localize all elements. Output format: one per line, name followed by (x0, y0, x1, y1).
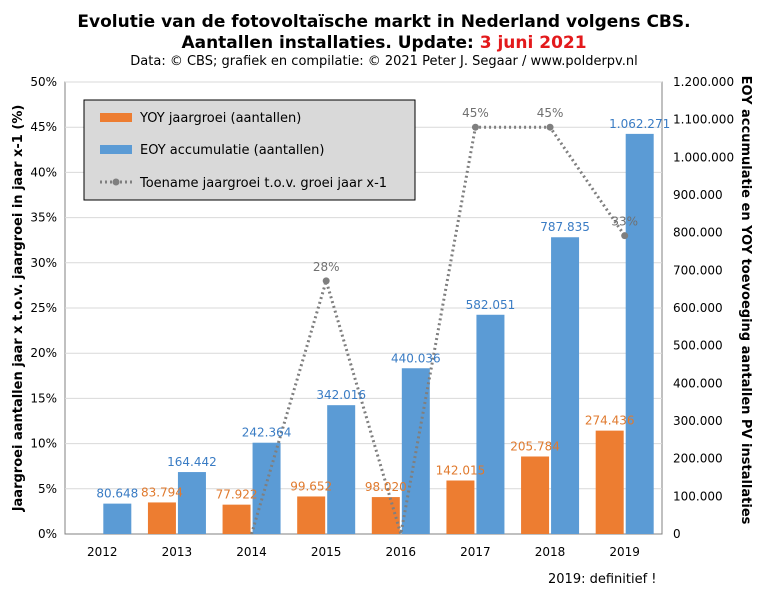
data-label-yoy: 99.652 (290, 479, 332, 493)
bar-yoy (595, 430, 624, 534)
y-right-tick-label: 0 (673, 527, 681, 541)
y-left-tick-label: 0% (38, 527, 57, 541)
y-right-tick-label: 700.000 (673, 263, 723, 277)
y-right-tick-label: 1.100.000 (673, 113, 734, 127)
data-label-yoy: 274.436 (585, 414, 635, 428)
x-tick-label: 2018 (535, 545, 566, 559)
y-left-tick-label: 40% (30, 165, 57, 179)
x-tick-label: 2012 (87, 545, 118, 559)
bar-eoy (177, 472, 206, 534)
line-group (250, 123, 629, 535)
y-left-tick-label: 50% (30, 75, 57, 89)
data-labels-group: 80.648 83.794 164.442 77.922 242.364 99.652 34… (96, 106, 670, 501)
bar-eoy (625, 133, 654, 534)
chart-title-prefix: Aantallen installaties. Update: (181, 33, 474, 53)
data-label-yoy: 142.015 (436, 464, 486, 478)
chart-title-date: 3 juni 2021 (479, 33, 587, 53)
bar-yoy (446, 480, 475, 534)
y-right-tick-label: 400.000 (673, 376, 723, 390)
data-label-growth: 45% (537, 106, 564, 120)
y-left-tick-label: 25% (30, 301, 57, 315)
axes-group: 0% 5% 10% 15% 20% 25% 30% 35% 40% 45% 50% 0 100.000 2… (30, 75, 734, 559)
growth-marker (471, 123, 479, 131)
bar-eoy (476, 314, 505, 534)
data-label-eoy: 440.036 (391, 351, 441, 365)
y-right-tick-label: 300.000 (673, 414, 723, 428)
y-right-tick-label: 1.000.000 (673, 150, 734, 164)
chart-title-line2: Aantallen installaties. Update: 3 juni 2… (0, 33, 768, 53)
chart-footnote: 2019: definitief ! (548, 572, 657, 587)
y-axis-right-label: EOY accumulatie en YOY toevoeging aantal… (738, 76, 753, 525)
legend: YOY jaargroei (aantallen) EOY accumulati… (83, 99, 416, 201)
legend-box (83, 99, 416, 201)
data-label-eoy: 80.648 (96, 487, 138, 501)
bar-yoy (371, 497, 400, 534)
legend-swatch-marker (112, 178, 120, 186)
y-right-tick-label: 500.000 (673, 339, 723, 353)
y-left-tick-label: 20% (30, 346, 57, 360)
y-left-tick-label: 30% (30, 256, 57, 270)
bar-yoy (521, 456, 550, 534)
y-left-tick-label: 10% (30, 437, 57, 451)
y-right-tick-label: 200.000 (673, 452, 723, 466)
y-left-tick-label: 45% (30, 120, 57, 134)
growth-marker (621, 232, 629, 240)
data-label-eoy: 787.835 (540, 220, 590, 234)
y-right-tick-label: 100.000 (673, 489, 723, 503)
bar-eoy (103, 503, 132, 534)
data-label-eoy: 1.062.271 (609, 117, 670, 131)
x-tick-label: 2017 (460, 545, 491, 559)
bar-yoy (297, 496, 326, 534)
y-right-tick-label: 800.000 (673, 226, 723, 240)
x-tick-label: 2014 (236, 545, 267, 559)
bar-yoy (222, 504, 251, 534)
y-right-tick-label: 600.000 (673, 301, 723, 315)
x-tick-label: 2013 (162, 545, 193, 559)
y-right-tick-label: 1.200.000 (673, 75, 734, 89)
legend-swatch-eoy (100, 145, 132, 154)
bar-eoy (551, 237, 580, 534)
data-label-eoy: 164.442 (167, 455, 217, 469)
legend-label-yoy: YOY jaargroei (aantallen) (139, 111, 301, 126)
data-label-eoy: 342.016 (316, 388, 366, 402)
data-label-eoy: 582.051 (466, 298, 516, 312)
bar-yoy (147, 502, 176, 534)
y-left-tick-label: 5% (38, 482, 57, 496)
bar-eoy (327, 405, 356, 534)
data-label-growth: 45% (462, 106, 489, 120)
bars-group (103, 133, 654, 534)
data-label-yoy: 98.020 (365, 480, 407, 494)
data-label-yoy: 83.794 (141, 485, 183, 499)
y-left-tick-label: 35% (30, 211, 57, 225)
x-tick-label: 2016 (386, 545, 417, 559)
chart-title-line1: Evolutie van de fotovoltaïsche markt in … (77, 12, 691, 32)
chart-credit: Data: © CBS; grafiek en compilatie: © 20… (130, 54, 638, 69)
y-axis-left-label: Jaargroei aantallen jaar x t.o.v. jaargr… (11, 105, 26, 513)
data-label-eoy: 242.364 (242, 426, 292, 440)
growth-marker (322, 277, 330, 285)
legend-label-growth: Toename jaargroei t.o.v. groei jaar x-1 (139, 176, 387, 191)
growth-marker (546, 123, 554, 131)
data-label-yoy: 77.922 (216, 488, 258, 502)
y-right-tick-label: 900.000 (673, 188, 723, 202)
x-tick-label: 2015 (311, 545, 342, 559)
data-label-yoy: 205.784 (510, 439, 560, 453)
data-label-growth: 33% (611, 215, 638, 229)
legend-label-eoy: EOY accumulatie (aantallen) (140, 143, 324, 158)
data-label-growth: 28% (313, 260, 340, 274)
y-left-tick-label: 15% (30, 391, 57, 405)
legend-swatch-yoy (100, 113, 132, 122)
x-tick-label: 2019 (609, 545, 640, 559)
